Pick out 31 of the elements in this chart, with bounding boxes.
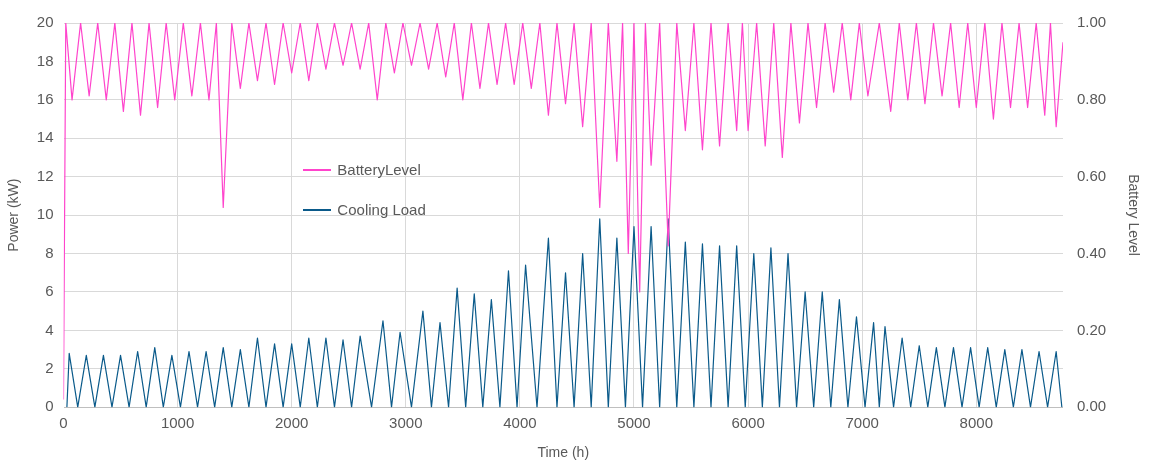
x-tick-label: 2000 bbox=[275, 414, 309, 432]
y-tick-label: 2 bbox=[45, 358, 54, 376]
y-axis-title: Power (kW) bbox=[5, 178, 22, 252]
x-tick-label: 3000 bbox=[389, 414, 423, 432]
x-tick-label: 1000 bbox=[160, 414, 195, 432]
y-tick-label: 6 bbox=[45, 282, 54, 300]
legend-label: BatteryLevel bbox=[337, 161, 421, 179]
x-tick-label: 4000 bbox=[503, 414, 537, 432]
x-tick-label: 7000 bbox=[845, 414, 879, 432]
y2-tick-label: 0.60 bbox=[1077, 166, 1107, 184]
y2-tick-label: 0.40 bbox=[1077, 243, 1107, 261]
y2-tick-label: 0.20 bbox=[1077, 320, 1107, 338]
x-axis-title: Time (h) bbox=[537, 444, 590, 461]
y2-tick-label: 0.80 bbox=[1077, 89, 1107, 107]
y-tick-label: 14 bbox=[36, 128, 54, 146]
x-tick-label: 6000 bbox=[731, 414, 765, 432]
y-tick-label: 18 bbox=[36, 51, 54, 69]
y2-axis-title: Battery Level bbox=[1125, 174, 1142, 256]
y-tick-label: 20 bbox=[36, 13, 54, 31]
y-tick-label: 10 bbox=[36, 205, 54, 223]
y-tick-label: 16 bbox=[36, 89, 54, 107]
x-tick-label: 5000 bbox=[617, 414, 651, 432]
y-tick-label: 8 bbox=[45, 243, 54, 261]
legend-label: Cooling Load bbox=[337, 201, 426, 219]
y2-tick-label: 1.00 bbox=[1077, 13, 1107, 31]
x-tick-label: 8000 bbox=[959, 414, 993, 432]
y2-tick-label: 0.00 bbox=[1077, 397, 1107, 415]
y-tick-label: 12 bbox=[36, 166, 54, 184]
y-tick-label: 4 bbox=[45, 320, 54, 338]
x-tick-label: 0 bbox=[59, 414, 68, 432]
y-tick-label: 0 bbox=[45, 397, 54, 415]
